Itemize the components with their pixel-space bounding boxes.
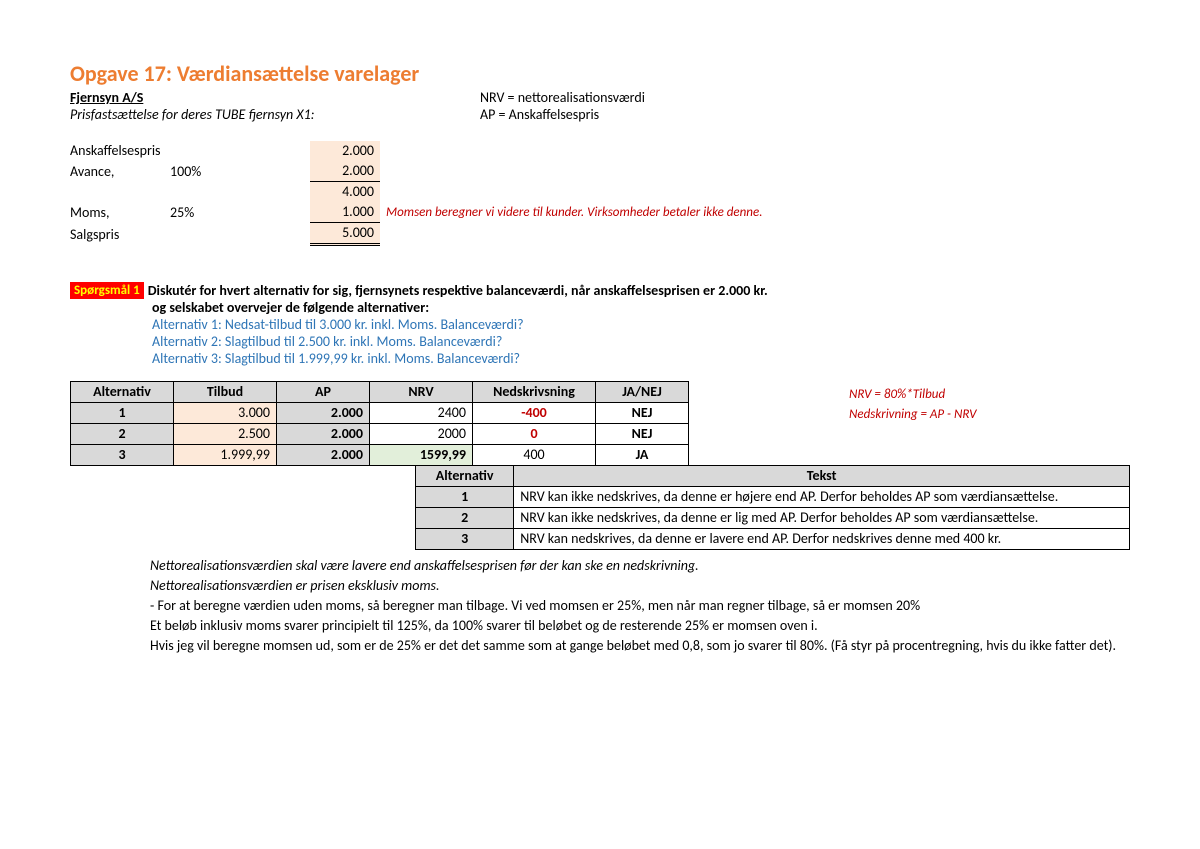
table-cell: -400 [473, 403, 596, 424]
note-2: Nettorealisationsværdien er prisen ekskl… [150, 576, 1130, 596]
t1-header: Alternativ [71, 382, 174, 403]
def-ap: AP = Anskaffelsespris [480, 106, 645, 123]
avance-pct: 100% [170, 162, 310, 182]
moms-pct: 25% [170, 203, 310, 223]
table-cell: 2.000 [277, 445, 370, 466]
salg-val: 5.000 [310, 223, 380, 246]
t1-header: Nedskrivsning [473, 382, 596, 403]
sum1-val: 4.000 [310, 182, 380, 202]
table-cell: 0 [473, 424, 596, 445]
moms-label: Moms, [70, 203, 170, 223]
table-cell: 2.000 [277, 424, 370, 445]
price-table: Anskaffelsespris 2.000 Avance, 100% 2.00… [70, 141, 1130, 246]
table-cell: 1 [71, 403, 174, 424]
table-cell: 2 [416, 508, 514, 529]
table-cell: 1.999,99 [174, 445, 277, 466]
anskaf-label: Anskaffelsespris [70, 141, 170, 161]
company-name: Fjernsyn A/S [70, 89, 480, 106]
q1-alt1: Alternativ 1: Nedsat-tilbud til 3.000 kr… [152, 316, 1130, 333]
table-cell: 2400 [370, 403, 473, 424]
t1-header: AP [277, 382, 370, 403]
table-cell: 3.000 [174, 403, 277, 424]
anskaf-val: 2.000 [310, 141, 380, 161]
note-5: Hvis jeg vil beregne momsen ud, som er d… [150, 636, 1130, 656]
avance-label: Avance, [70, 162, 170, 182]
calc-table: AlternativTilbudAPNRVNedskrivsningJA/NEJ… [70, 381, 689, 466]
avance-val: 2.000 [310, 161, 380, 182]
table-cell: 1599,99 [370, 445, 473, 466]
moms-note: Momsen beregner vi videre til kunder. Vi… [386, 203, 762, 223]
q1-alt3: Alternativ 3: Slagtilbud til 1.999,99 kr… [152, 350, 1130, 367]
q1-line1: Diskutér for hvert alternativ for sig, f… [148, 282, 768, 299]
note-1: Nettorealisationsværdien skal være laver… [150, 556, 1130, 576]
table-cell: 2.000 [277, 403, 370, 424]
table-cell: 1 [416, 487, 514, 508]
t2-h-alt: Alternativ [416, 466, 514, 487]
q1-badge: Spørgsmål 1 [70, 282, 144, 299]
salg-label: Salgspris [70, 225, 170, 245]
table-row: 22.5002.00020000NEJ [71, 424, 689, 445]
t2-h-text: Tekst [514, 466, 1130, 487]
table-cell: NRV kan nedskrives, da denne er lavere e… [514, 529, 1130, 550]
table-cell: JA [596, 445, 689, 466]
table-row: 13.0002.0002400-400NEJ [71, 403, 689, 424]
t1-header: NRV [370, 382, 473, 403]
def-nrv: NRV = nettorealisationsværdi [480, 89, 645, 106]
explanatory-notes: Nettorealisationsværdien skal være laver… [150, 556, 1130, 656]
table-cell: NEJ [596, 424, 689, 445]
text-table: Alternativ Tekst 1NRV kan ikke nedskrive… [415, 465, 1130, 550]
q1-alt2: Alternativ 2: Slagtilbud til 2.500 kr. i… [152, 333, 1130, 350]
table-cell: 400 [473, 445, 596, 466]
table-row: 2NRV kan ikke nedskrives, da denne er li… [416, 508, 1130, 529]
formula-nrv: NRV = 80%*Tilbud [849, 385, 976, 405]
note-4: Et beløb inklusiv moms svarer principiel… [150, 616, 1130, 636]
note-3: - For at beregne værdien uden moms, så b… [150, 596, 1130, 616]
table-cell: NRV kan ikke nedskrives, da denne er høj… [514, 487, 1130, 508]
table-cell: 3 [416, 529, 514, 550]
table-row: 3NRV kan nedskrives, da denne er lavere … [416, 529, 1130, 550]
table-cell: NRV kan ikke nedskrives, da denne er lig… [514, 508, 1130, 529]
moms-val: 1.000 [310, 202, 380, 223]
question-1: Spørgsmål 1 Diskutér for hvert alternati… [70, 282, 1130, 367]
formula-notes: NRV = 80%*Tilbud Nedskrivning = AP - NRV [849, 385, 976, 425]
table-cell: 3 [71, 445, 174, 466]
table-row: 1NRV kan ikke nedskrives, da denne er hø… [416, 487, 1130, 508]
table-cell: 2.500 [174, 424, 277, 445]
t1-header: Tilbud [174, 382, 277, 403]
t1-header: JA/NEJ [596, 382, 689, 403]
table-cell: 2 [71, 424, 174, 445]
table-cell: NEJ [596, 403, 689, 424]
formula-ned: Nedskrivning = AP - NRV [849, 405, 976, 425]
q1-line2: og selskabet overvejer de følgende alter… [152, 299, 1130, 316]
table-cell: 2000 [370, 424, 473, 445]
table-row: 31.999,992.0001599,99400JA [71, 445, 689, 466]
subtitle: Prisfastsættelse for deres TUBE fjernsyn… [70, 106, 480, 123]
page-title: Opgave 17: Værdiansættelse varelager [70, 60, 1130, 87]
